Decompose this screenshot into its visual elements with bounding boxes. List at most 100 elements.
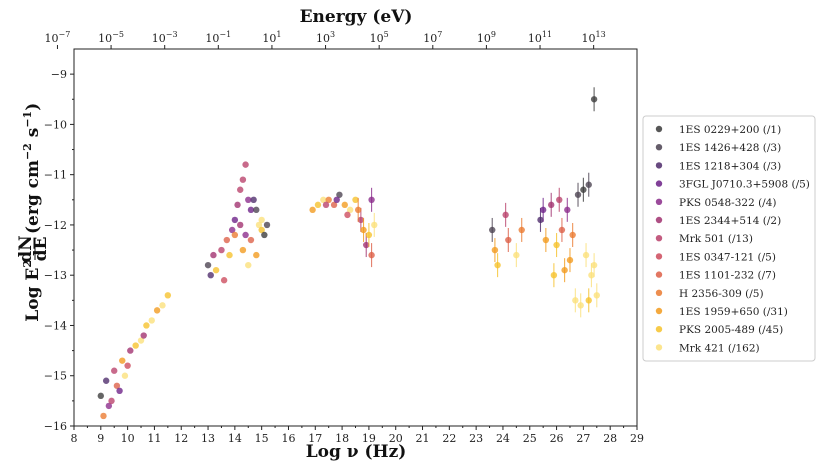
data-point [322, 201, 330, 209]
data-point [140, 332, 147, 339]
x-axis-title: Log ν (Hz) [306, 442, 407, 462]
data-point [585, 181, 592, 188]
data-point [116, 387, 123, 395]
data-points [97, 87, 600, 420]
data-point [127, 347, 134, 354]
y-tick-label: −11 [44, 169, 67, 182]
data-point [330, 201, 338, 209]
data-point [368, 251, 375, 259]
legend-label: 1ES 1101-232 (/7) [679, 270, 776, 282]
data-point [561, 266, 568, 274]
data-point [121, 372, 129, 379]
legend-marker [655, 144, 663, 151]
data-point [119, 357, 126, 364]
top-tick-label: 10−3 [152, 30, 178, 45]
legend-label: 3FGL J0710.3+5908 (/5) [679, 179, 810, 191]
x-tick-label: 28 [603, 432, 617, 445]
data-point [357, 216, 365, 224]
top-tick-label: 103 [316, 30, 335, 45]
svg-text:Log E2: Log E2 [21, 260, 43, 322]
data-point [574, 191, 582, 198]
data-point [564, 206, 571, 214]
data-point [590, 261, 598, 269]
data-point [593, 292, 600, 299]
data-point [105, 402, 113, 410]
legend-marker [655, 198, 663, 205]
data-point [368, 196, 375, 203]
x-tick-label: 16 [281, 432, 295, 445]
legend-label: 1ES 1959+650 (/31) [679, 306, 788, 318]
data-point [261, 231, 268, 239]
x-tick-label: 14 [228, 432, 242, 445]
top-tick-label: 105 [370, 30, 389, 45]
legend-label: 1ES 1218+304 (/3) [679, 160, 781, 172]
data-point [247, 236, 255, 244]
data-point [344, 211, 351, 219]
data-point [237, 186, 244, 193]
data-point [556, 196, 563, 203]
top-tick-label: 1013 [582, 30, 606, 45]
data-point [153, 307, 161, 314]
x-tick-label: 11 [147, 432, 161, 445]
data-point [143, 322, 150, 329]
data-point [371, 221, 378, 229]
data-point [204, 261, 212, 269]
svg-text:(erg cm−2 s−1): (erg cm−2 s−1) [21, 103, 43, 234]
top-tick-label: 1011 [528, 30, 552, 45]
data-point [590, 96, 598, 103]
x-tick-label: 26 [550, 432, 564, 445]
x-tick-label: 12 [174, 432, 188, 445]
data-point [231, 216, 239, 224]
data-point [228, 226, 236, 234]
x-tick-label: 21 [416, 432, 430, 445]
x-tick-label: 15 [255, 432, 269, 445]
data-point [108, 397, 115, 405]
data-point [207, 272, 214, 279]
y-tick-label: −10 [44, 118, 67, 131]
data-point [239, 176, 247, 183]
top-tick-label: 10−7 [45, 30, 71, 45]
data-point [239, 246, 247, 254]
data-point [320, 196, 327, 203]
data-point [137, 337, 145, 344]
y-axis-frac-num: dN [16, 235, 36, 262]
legend-label: 1ES 0229+200 (/1) [679, 124, 781, 136]
legend-marker [655, 235, 663, 242]
legend-label: Mrk 501 (/13) [679, 233, 753, 245]
data-point [513, 251, 520, 259]
top-tick-label: 107 [423, 30, 442, 45]
data-point [542, 236, 550, 244]
legend-marker [655, 125, 663, 133]
data-point [220, 277, 228, 284]
x-tick-label: 10 [121, 432, 135, 445]
data-point [325, 196, 332, 203]
legend-marker [655, 180, 663, 187]
legend-label: 1ES 1426+428 (/3) [679, 142, 781, 154]
data-point [234, 201, 241, 209]
data-point [539, 206, 547, 214]
data-point [113, 382, 121, 389]
legend-label: 1ES 2344+514 (/2) [679, 215, 781, 227]
x-tick-label: 19 [362, 432, 376, 445]
data-point [518, 226, 525, 234]
data-point [97, 392, 105, 400]
data-point [159, 302, 166, 309]
data-point [489, 226, 496, 234]
x-tick-label: 17 [308, 432, 322, 445]
data-point [245, 261, 252, 269]
data-point [558, 226, 566, 234]
data-point [572, 297, 579, 304]
data-point [553, 241, 560, 249]
data-point [218, 246, 225, 254]
data-point [309, 206, 316, 214]
data-point [231, 231, 239, 239]
y-axis-frac-den: dE [31, 237, 51, 262]
data-point [258, 226, 265, 234]
top-tick-label: 101 [262, 30, 281, 45]
data-point [360, 226, 367, 234]
data-point [333, 196, 340, 203]
x-tick-label: 23 [469, 432, 483, 445]
axes: 8 9 10 11 12 13 14 15 16 17 18 19 20 21 22 23 24 25 26 27 28… [44, 30, 644, 445]
x-tick-label: 22 [442, 432, 456, 445]
